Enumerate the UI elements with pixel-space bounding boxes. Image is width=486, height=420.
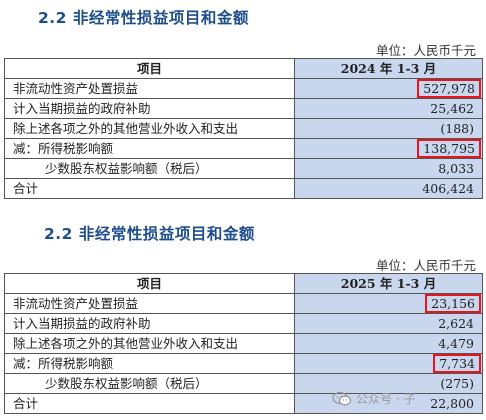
nonrecurring-table-2024: 项目 2024 年 1-3 月 非流动性资产处置损益 527,978 计入当期损… — [4, 58, 483, 199]
table-row: 除上述各项之外的其他营业外收入和支出 4,479 — [4, 333, 483, 354]
row-label: 减：所得税影响额 — [4, 353, 295, 374]
row-label: 除上述各项之外的其他营业外收入和支出 — [4, 118, 295, 139]
watermark: 公众号 · 子 — [332, 390, 415, 407]
table-row: 除上述各项之外的其他营业外收入和支出 (188) — [4, 118, 483, 139]
highlighted-value: 527,978 — [417, 79, 481, 98]
row-label: 非流动性资产处置损益 — [4, 293, 295, 314]
highlighted-value: 23,156 — [425, 294, 481, 313]
table-row: 减：所得税影响额 138,795 — [4, 138, 483, 159]
row-label: 计入当期损益的政府补助 — [4, 98, 295, 119]
nonrecurring-table-2025: 项目 2025 年 1-3 月 非流动性资产处置损益 23,156 计入当期损益… — [4, 273, 483, 414]
table-row: 计入当期损益的政府补助 25,462 — [4, 98, 483, 119]
row-value-cell: 7,734 — [294, 353, 483, 374]
row-label: 非流动性资产处置损益 — [4, 78, 295, 99]
row-value-cell: 23,156 — [294, 293, 483, 314]
section-title: 2.2 非经常性损益项目和金额 — [38, 9, 249, 27]
table-row: 计入当期损益的政府补助 2,624 — [4, 313, 483, 334]
table-row: 非流动性资产处置损益 527,978 — [4, 78, 483, 99]
row-value: 2,624 — [294, 313, 483, 334]
row-label: 计入当期损益的政府补助 — [4, 313, 295, 334]
highlighted-value: 7,734 — [433, 354, 481, 373]
column-header-item: 项目 — [4, 273, 295, 294]
column-header-item: 项目 — [4, 58, 295, 79]
section-title: 2.2 非经常性损益项目和金额 — [44, 225, 255, 243]
row-value: (275) — [294, 373, 483, 394]
row-value: 25,462 — [294, 98, 483, 119]
row-value: (188) — [294, 118, 483, 139]
column-header-period: 2025 年 1-3 月 — [294, 273, 483, 294]
watermark-text: 公众号 · 子 — [356, 392, 416, 406]
row-value-cell: 527,978 — [294, 78, 483, 99]
table-row: 少数股东权益影响额（税后） 8,033 — [4, 158, 483, 179]
table-row: 减：所得税影响额 7,734 — [4, 353, 483, 374]
table-row: 非流动性资产处置损益 23,156 — [4, 293, 483, 314]
row-label: 合计 — [4, 178, 295, 199]
highlighted-value: 138,795 — [417, 139, 481, 158]
row-label: 少数股东权益影响额（税后） — [4, 373, 295, 394]
row-label: 除上述各项之外的其他营业外收入和支出 — [4, 333, 295, 354]
row-value: 8,033 — [294, 158, 483, 179]
wechat-icon — [332, 391, 352, 406]
row-value: 4,479 — [294, 333, 483, 354]
row-label: 合计 — [4, 393, 295, 414]
row-value-cell: 138,795 — [294, 138, 483, 159]
table-header-row: 项目 2025 年 1-3 月 — [4, 273, 483, 294]
unit-label: 单位：人民币千元 — [375, 43, 476, 58]
unit-label: 单位：人民币千元 — [375, 258, 476, 273]
table-row-total: 合计 406,424 — [4, 178, 483, 199]
row-label: 减：所得税影响额 — [4, 138, 295, 159]
row-label: 少数股东权益影响额（税后） — [4, 158, 295, 179]
column-header-period: 2024 年 1-3 月 — [294, 58, 483, 79]
table-row: 少数股东权益影响额（税后） (275) — [4, 373, 483, 394]
table-header-row: 项目 2024 年 1-3 月 — [4, 58, 483, 79]
row-value: 406,424 — [294, 178, 483, 199]
